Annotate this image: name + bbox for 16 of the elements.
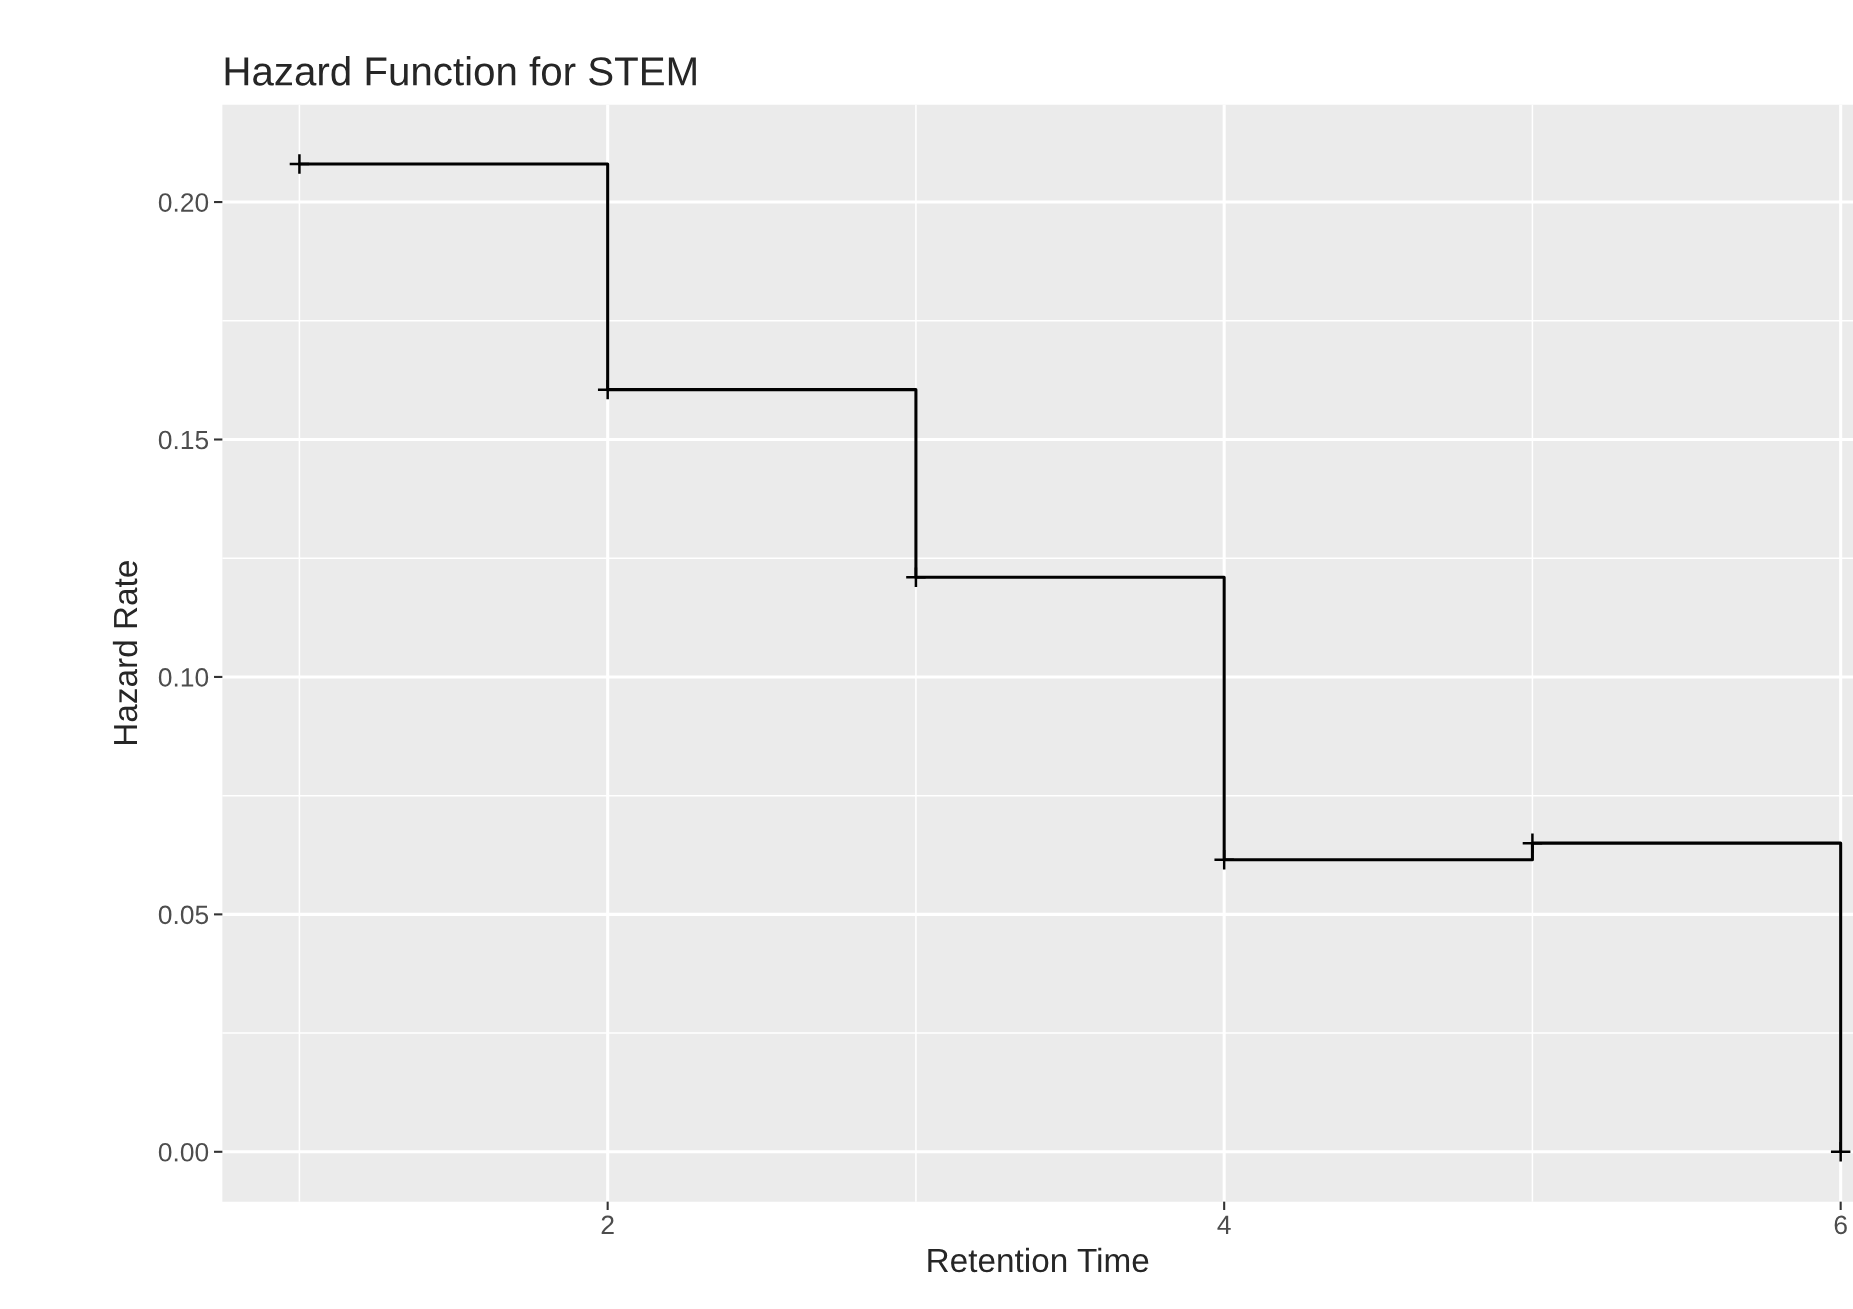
y-tick-label: 0.00	[158, 1142, 209, 1162]
y-tick-label: 0.15	[158, 430, 209, 450]
y-tick-label: 0.05	[158, 905, 209, 925]
x-tick-label: 6	[1834, 1215, 1847, 1235]
x-tick-label: 4	[1217, 1215, 1231, 1234]
x-tick-label: 2	[601, 1215, 614, 1234]
point	[1829, 1140, 1852, 1163]
point	[1213, 848, 1236, 871]
point	[288, 153, 311, 176]
x-axis-title: Retention Time	[928, 1247, 1149, 1273]
chart-title: Hazard Function for STEM	[225, 56, 696, 86]
point	[1521, 832, 1544, 855]
point	[904, 566, 927, 589]
y-axis-title: Hazard Rate	[112, 561, 138, 745]
y-tick-label: 0.20	[158, 193, 209, 212]
y-tick-label: 0.10	[158, 668, 209, 687]
